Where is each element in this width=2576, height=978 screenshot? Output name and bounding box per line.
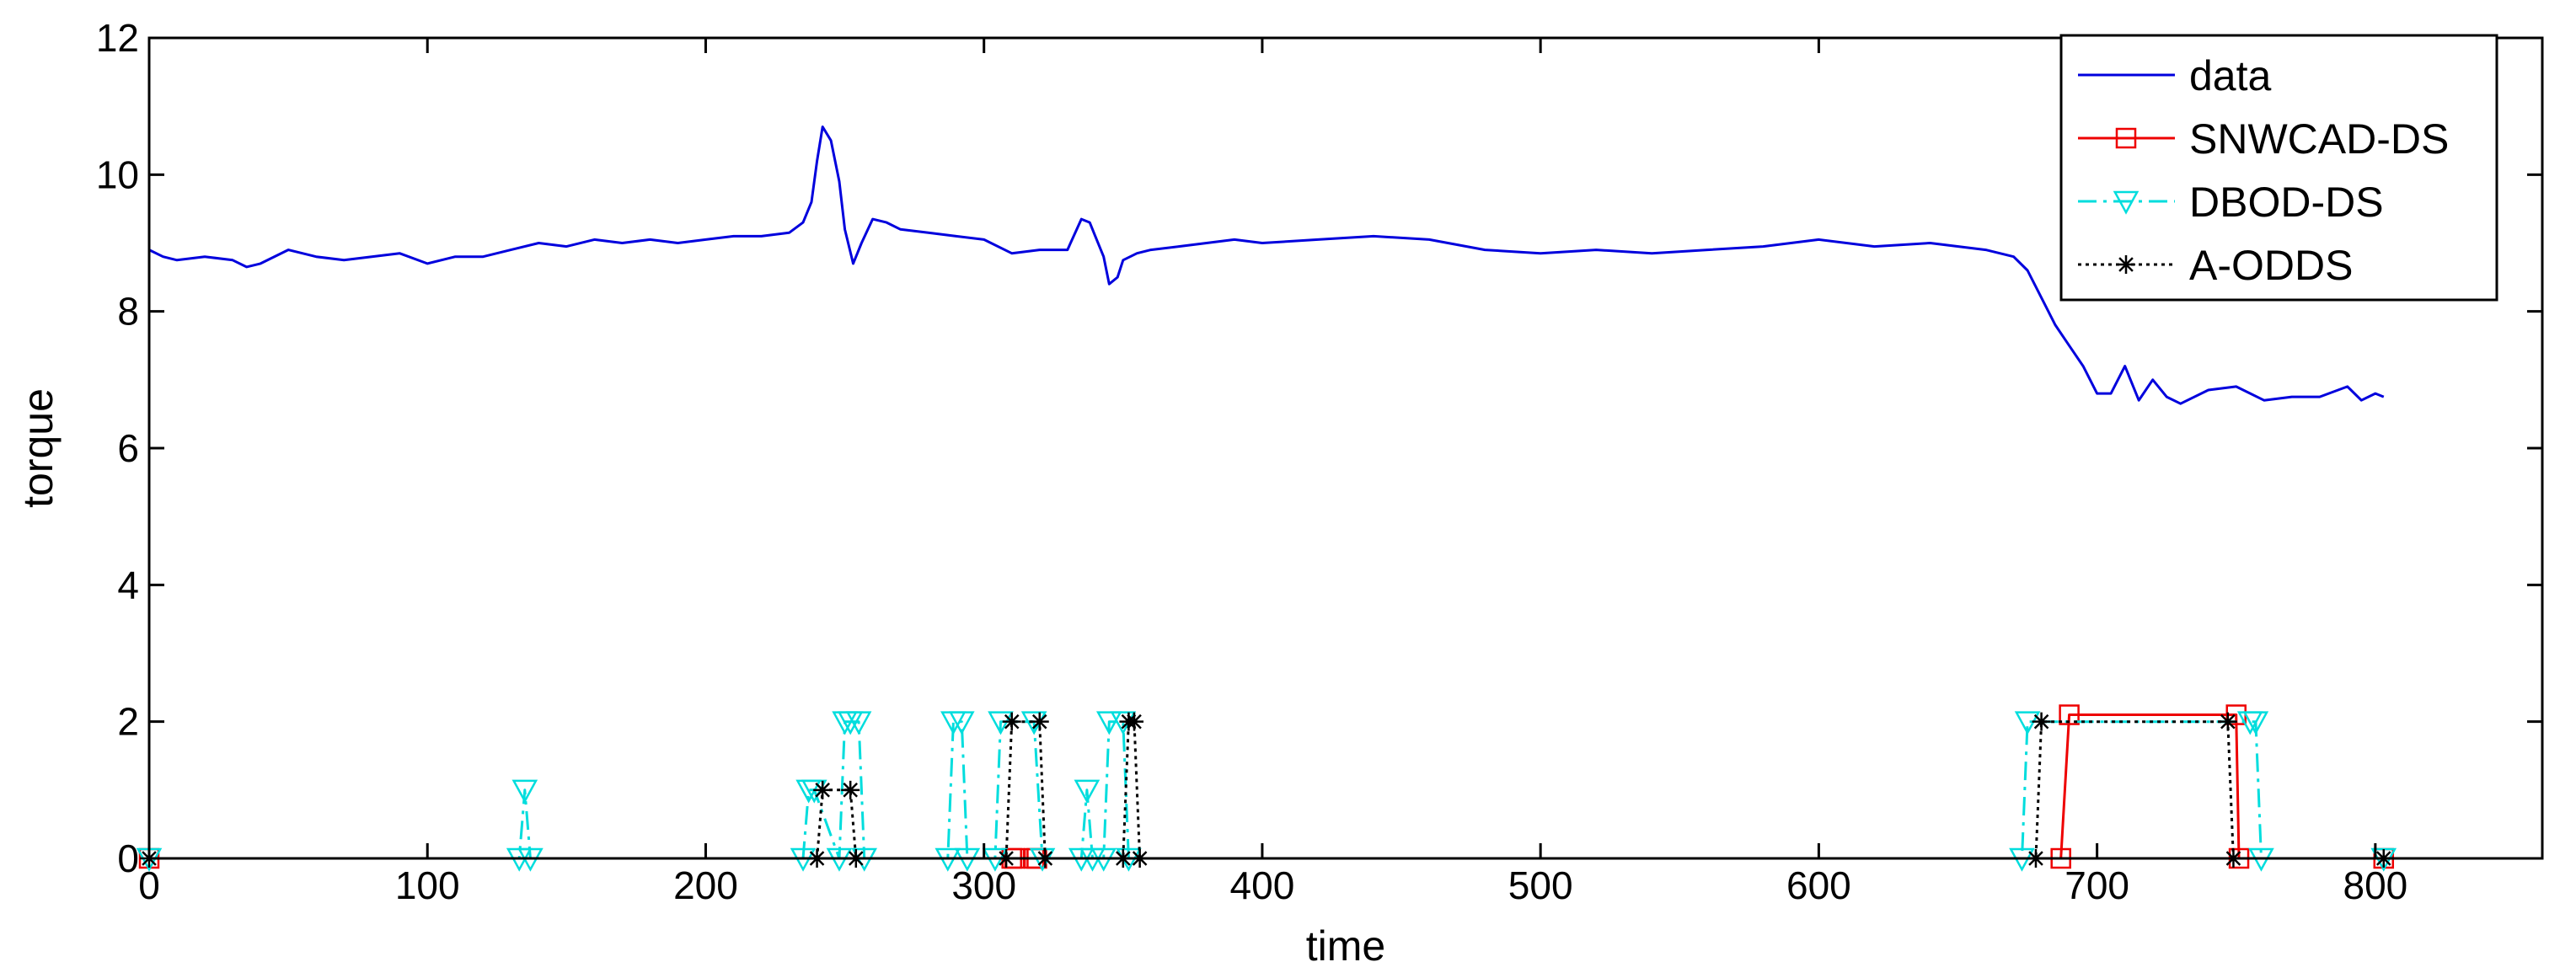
legend-item: SNWCAD-DS <box>2078 115 2449 163</box>
data-point <box>813 780 833 799</box>
y-tick-label: 12 <box>96 16 139 60</box>
legend-box <box>2059 34 2498 302</box>
y-tick-label: 10 <box>96 152 139 196</box>
series-data <box>148 126 2385 405</box>
legend: data SNWCAD-DS DBOD-DS A-ODDS <box>2059 34 2498 302</box>
legend-marker <box>2115 127 2137 149</box>
series-line <box>148 126 2385 405</box>
data-point <box>2218 712 2237 731</box>
x-tick-label: 0 <box>138 863 160 907</box>
data-point <box>845 711 872 735</box>
x-tick-label: 500 <box>1508 863 1573 907</box>
legend-item: data <box>2078 52 2272 99</box>
y-tick-label: 8 <box>117 290 139 334</box>
data-point <box>2032 712 2051 731</box>
data-point <box>1002 712 1021 731</box>
legend-label: DBOD-DS <box>2189 179 2384 226</box>
y-tick-label: 6 <box>117 426 139 470</box>
legend-label: data <box>2189 52 2272 99</box>
legend-item: DBOD-DS <box>2078 179 2384 226</box>
data-point <box>1125 712 1144 731</box>
data-point <box>1074 779 1101 804</box>
legend-label: SNWCAD-DS <box>2189 115 2449 163</box>
x-tick-label: 600 <box>1786 863 1851 907</box>
data-point <box>841 780 860 799</box>
y-tick-label: 4 <box>117 563 139 607</box>
data-point <box>2242 711 2269 735</box>
y-tick-label: 0 <box>117 836 139 880</box>
data-point <box>511 779 538 804</box>
legend-marker <box>2113 190 2140 215</box>
data-point <box>948 711 975 735</box>
data-point <box>2059 704 2080 725</box>
y-axis-title: torque <box>14 388 62 508</box>
x-tick-label: 200 <box>673 863 738 907</box>
data-point <box>1095 711 1122 735</box>
x-tick-label: 400 <box>1230 863 1295 907</box>
data-point <box>1030 712 1049 731</box>
x-axis-title: time <box>1306 922 1385 970</box>
y-tick-label: 2 <box>117 700 139 744</box>
legend-marker <box>2117 255 2135 274</box>
x-tick-label: 700 <box>2065 863 2129 907</box>
legend-item: A-ODDS <box>2078 242 2353 289</box>
legend-label: A-ODDS <box>2189 242 2353 289</box>
x-tick-label: 100 <box>395 863 460 907</box>
x-tick-label: 800 <box>2343 863 2407 907</box>
x-tick-label: 300 <box>951 863 1016 907</box>
